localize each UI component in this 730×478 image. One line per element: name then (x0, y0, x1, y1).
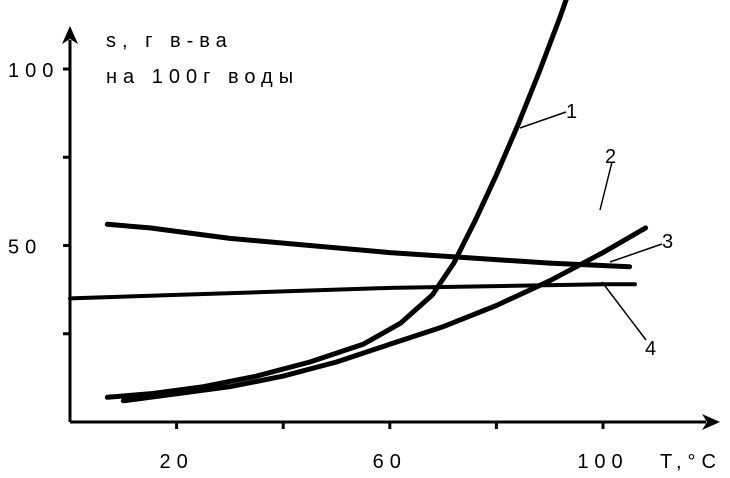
series-label-3: 3 (662, 231, 679, 253)
series-curve-3 (104, 221, 633, 270)
tick-labels: 20 60 100 50 100 (8, 60, 628, 473)
leader-line-3 (609, 243, 663, 263)
curves (68, 0, 649, 404)
series-curve-4 (68, 282, 637, 301)
series-label-2: 2 (605, 146, 622, 168)
x-tick-label-60: 60 (373, 451, 407, 473)
ticks (63, 67, 605, 429)
leader-line-1 (519, 111, 567, 129)
series-label-4: 4 (645, 338, 662, 360)
series-labels: 1 2 3 4 (566, 101, 679, 360)
series-curve-1 (104, 0, 569, 400)
series-label-1: 1 (566, 101, 583, 123)
x-axis-label: T,°C (660, 451, 722, 473)
y-axis-label-line1: s, г в-ва (106, 30, 233, 52)
leader-line-4 (601, 281, 647, 341)
x-axis-arrow (702, 414, 720, 430)
x-tick-label-100: 100 (577, 451, 628, 473)
y-tick-label-100: 100 (8, 60, 59, 82)
y-axis-arrow (62, 26, 78, 44)
series-curve-2 (120, 225, 649, 404)
leader-line-2 (599, 161, 613, 211)
y-tick-label-50: 50 (8, 237, 42, 259)
x-tick-label-20: 20 (159, 451, 193, 473)
leaders (519, 111, 663, 341)
y-axis-label-line2: на 100г воды (106, 66, 299, 88)
